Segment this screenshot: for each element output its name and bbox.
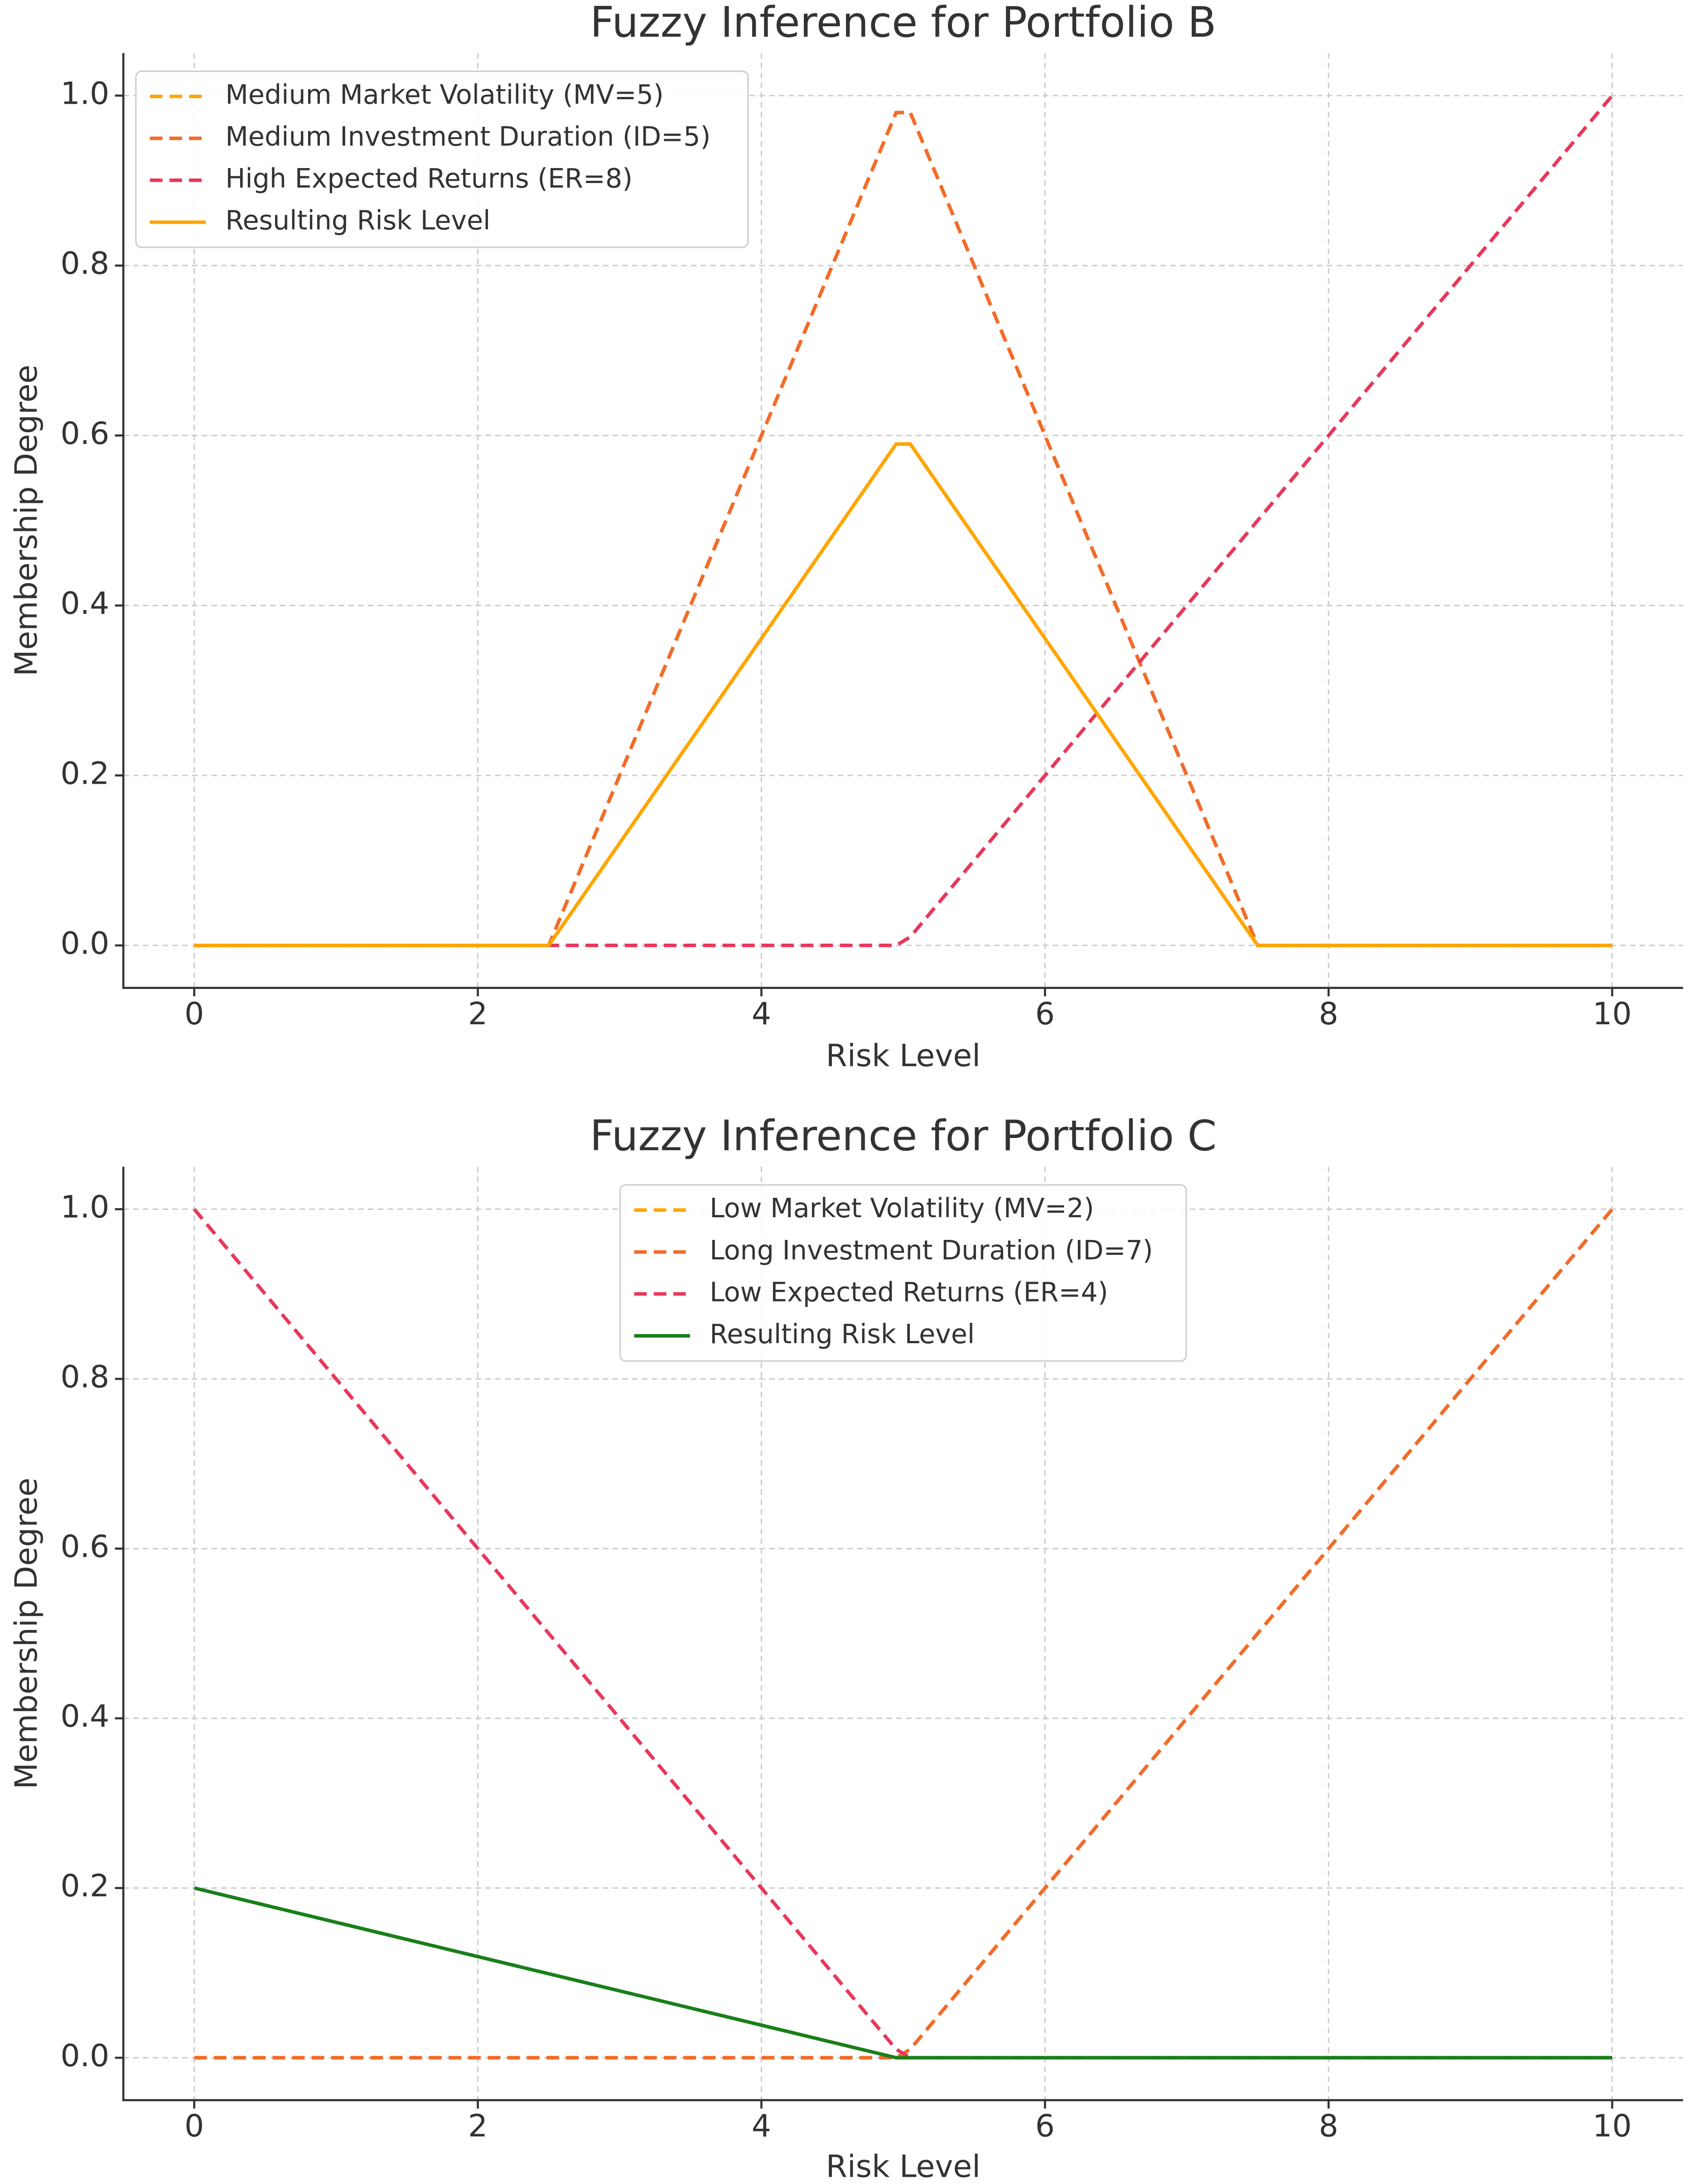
y-tick-label: 0.0	[60, 926, 109, 961]
legend-label: Long Investment Duration (ID=7)	[710, 1235, 1153, 1266]
x-tick-label: 8	[1319, 2108, 1338, 2144]
series-line	[194, 442, 1612, 947]
legend: Low Market Volatility (MV=2) Long Investm…	[619, 1184, 1187, 1362]
legend-label: High Expected Returns (ER=8)	[225, 163, 633, 194]
x-tick-label: 10	[1593, 996, 1632, 1032]
x-axis-label: Risk Level	[826, 2149, 981, 2184]
x-tick-label: 2	[468, 2108, 488, 2144]
legend-box	[135, 70, 749, 248]
y-axis-label: Membership Degree	[9, 365, 44, 676]
legend-label: Resulting Risk Level	[225, 205, 490, 236]
y-axis-label: Membership Degree	[9, 1478, 44, 1789]
y-tick-label: 1.0	[60, 1190, 109, 1225]
legend-label: Medium Market Volatility (MV=5)	[225, 79, 663, 110]
y-tick-label: 0.4	[60, 586, 109, 622]
axes-frame	[122, 1167, 1683, 2102]
series-line	[193, 1208, 1612, 2060]
y-tick-label: 0.0	[60, 2038, 109, 2074]
y-tick-label: 0.8	[60, 1359, 109, 1395]
y-tick-label: 0.2	[60, 756, 109, 791]
x-tick-label: 6	[1035, 2108, 1055, 2144]
y-tick-label: 0.4	[60, 1699, 109, 1735]
chart-title: Fuzzy Inference for Portfolio B	[590, 0, 1216, 47]
x-tick-label: 10	[1593, 2108, 1632, 2144]
legend: Medium Market Volatility (MV=5) Medium In…	[135, 70, 749, 248]
series-line	[193, 1886, 1612, 2060]
legend-label: Low Market Volatility (MV=2)	[710, 1193, 1094, 1224]
x-tick-label: 4	[752, 2108, 771, 2144]
y-tick-label: 1.0	[60, 76, 109, 112]
x-tick-label: 2	[468, 996, 488, 1032]
y-tick-label: 0.6	[60, 416, 109, 452]
x-tick-label: 4	[752, 996, 771, 1032]
y-tick-label: 0.8	[60, 246, 109, 282]
x-tick-label: 6	[1035, 996, 1055, 1032]
y-tick-label: 0.6	[60, 1529, 109, 1565]
x-axis-label: Risk Level	[826, 1038, 981, 1074]
legend-label: Resulting Risk Level	[710, 1319, 975, 1350]
chart-title: Fuzzy Inference for Portfolio C	[590, 1111, 1217, 1160]
x-tick-label: 8	[1319, 996, 1338, 1032]
legend-box	[619, 1184, 1187, 1362]
legend-label: Medium Investment Duration (ID=5)	[225, 121, 710, 152]
axes-frame	[122, 53, 1683, 989]
y-tick-label: 0.2	[60, 1868, 109, 1904]
x-tick-label: 0	[184, 2108, 204, 2144]
x-tick-label: 0	[184, 996, 204, 1032]
legend-label: Low Expected Returns (ER=4)	[710, 1277, 1108, 1307]
